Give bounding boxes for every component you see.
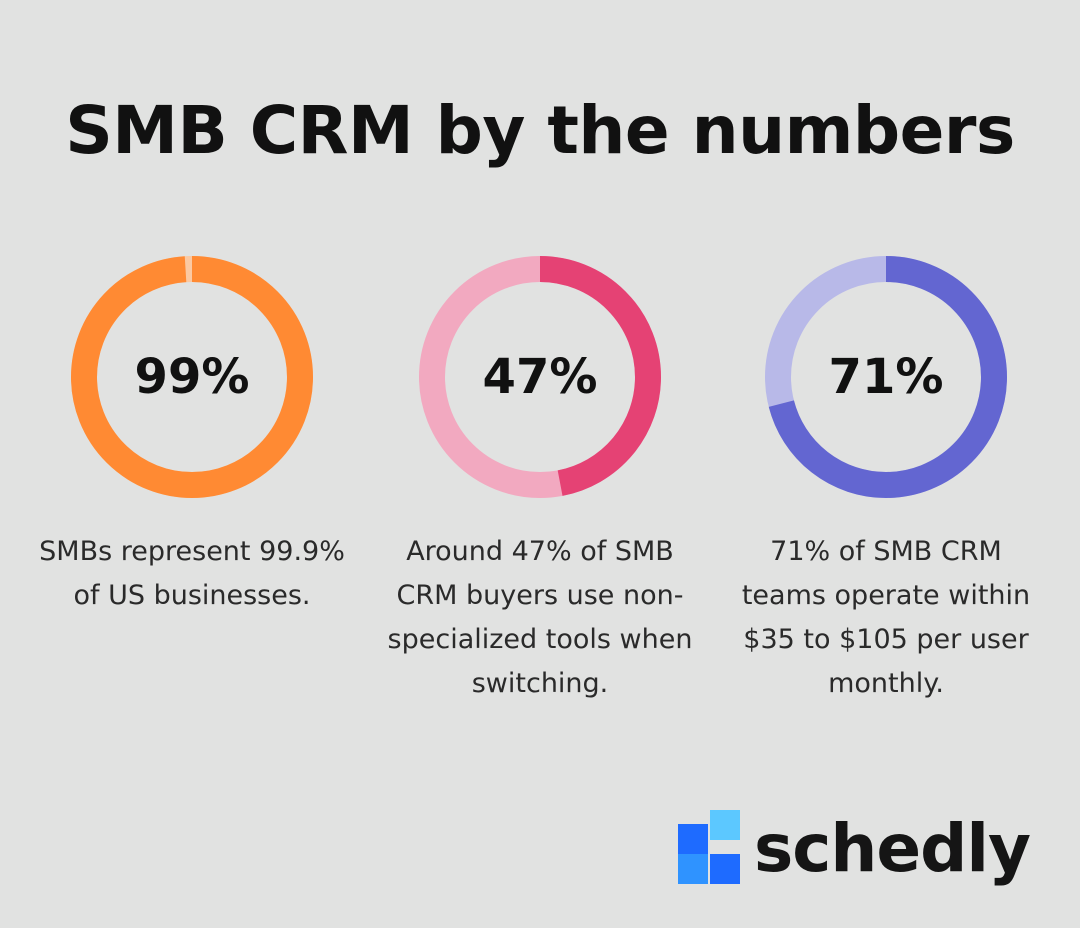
donut-value-arc — [765, 256, 1007, 498]
logo-square-bottom-right — [710, 854, 740, 884]
donut-value-arc — [71, 256, 313, 498]
page-title: SMB CRM by the numbers — [65, 92, 1015, 169]
logo-wordmark: schedly — [754, 809, 1031, 887]
stat-card-price-range: 71% 71% of SMB CRM teams operate within … — [721, 256, 1051, 706]
stat-card-non-specialized-tools: 47% Around 47% of SMB CRM buyers use non… — [375, 256, 705, 706]
stat-description: 71% of SMB CRM teams operate within $35 … — [741, 536, 1031, 699]
logo-mark-icon — [678, 810, 742, 886]
donut-chart-smb-share — [71, 256, 313, 498]
donut-chart-non-specialized-tools — [419, 256, 661, 498]
stat-card-smb-share: 99% SMBs represent 99.9% of US businesse… — [27, 256, 357, 618]
logo-square-left — [678, 824, 708, 854]
stat-description: Around 47% of SMB CRM buyers use non-spe… — [387, 536, 693, 699]
schedly-logo: schedly — [678, 808, 1031, 888]
stat-value: 99% — [134, 349, 250, 405]
donut-value-arc — [419, 256, 661, 498]
donut-chart-price-range — [765, 256, 1007, 498]
logo-square-top — [710, 810, 740, 840]
logo-square-bottom-left — [678, 854, 708, 884]
stat-value: 71% — [828, 349, 944, 405]
stat-description: SMBs represent 99.9% of US businesses. — [39, 536, 345, 611]
stat-value: 47% — [482, 349, 598, 405]
